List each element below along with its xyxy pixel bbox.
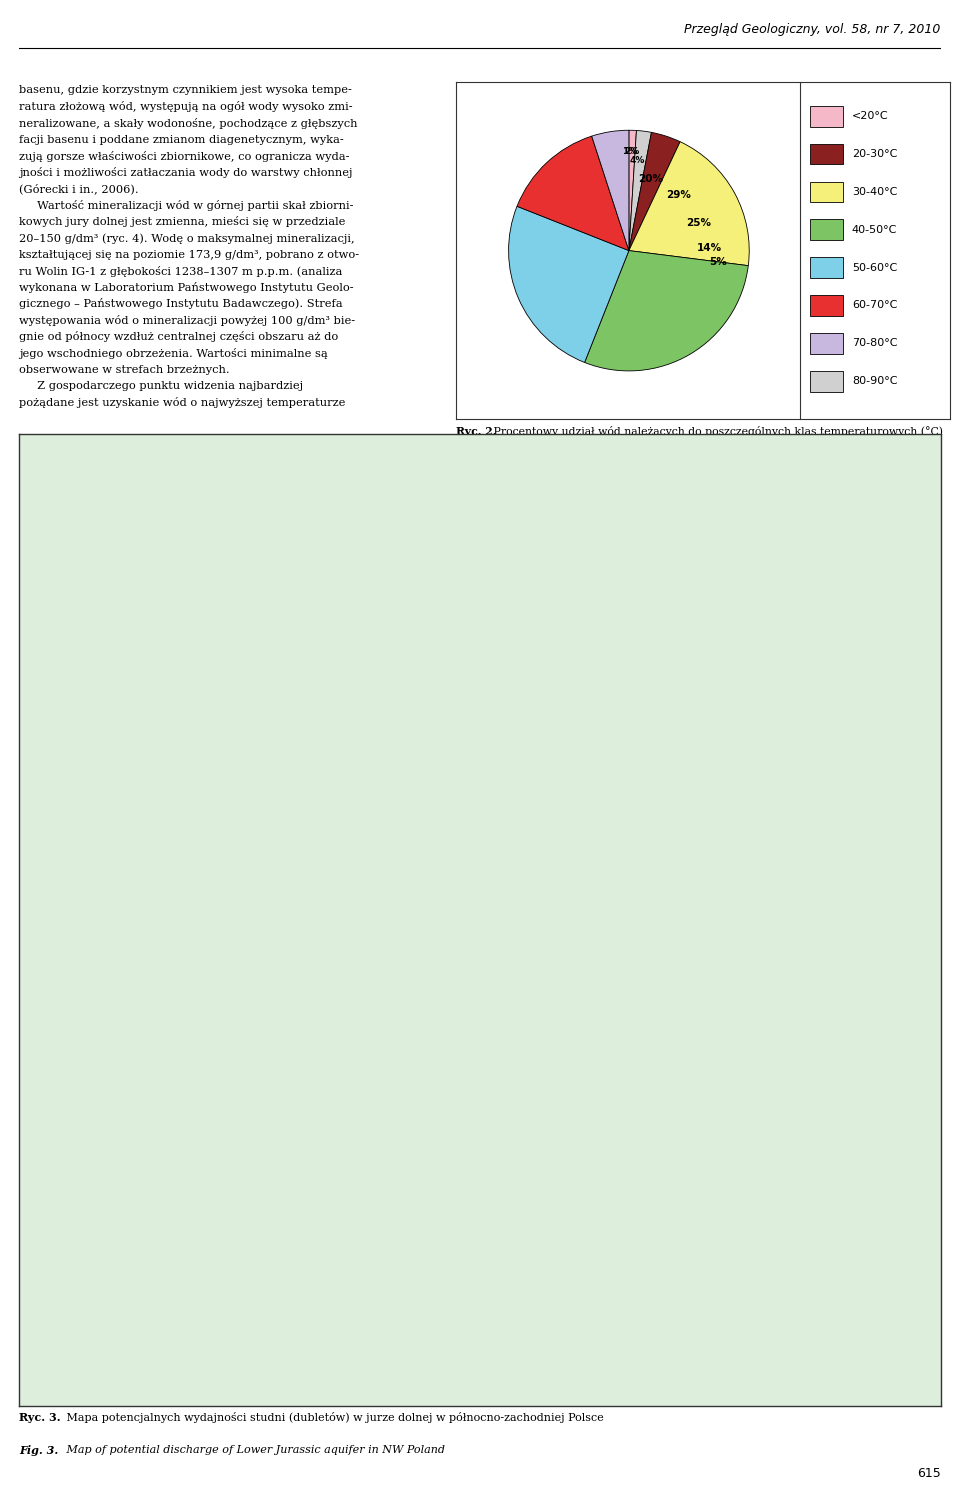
- Text: 615: 615: [917, 1468, 941, 1480]
- Text: <20°C: <20°C: [852, 111, 889, 121]
- Bar: [810, 181, 843, 202]
- Wedge shape: [629, 130, 652, 250]
- Text: 2%: 2%: [625, 148, 640, 157]
- Text: gicznego – Państwowego Instytutu Badawczego). Strefa: gicznego – Państwowego Instytutu Badawcz…: [19, 298, 343, 310]
- Text: (Górecki i in., 2006).: (Górecki i in., 2006).: [19, 184, 139, 194]
- Wedge shape: [629, 132, 680, 250]
- Text: 25%: 25%: [685, 218, 710, 229]
- Text: 4%: 4%: [629, 156, 644, 165]
- Text: neralizowane, a skały wodonośne, pochodzące z głębszych: neralizowane, a skały wodonośne, pochodz…: [19, 118, 358, 129]
- Text: 14%: 14%: [697, 242, 722, 253]
- Text: Z gospodarczego punktu widzenia najbardziej: Z gospodarczego punktu widzenia najbardz…: [19, 381, 303, 390]
- Text: Mapa potencjalnych wydajności studni (dubletów) w jurze dolnej w północno-zachod: Mapa potencjalnych wydajności studni (du…: [63, 1412, 604, 1423]
- Text: zują gorsze właściwości zbiornikowe, co ogranicza wyda-: zują gorsze właściwości zbiornikowe, co …: [19, 151, 349, 162]
- Text: 80-90°C: 80-90°C: [852, 375, 898, 386]
- Text: 20–150 g/dm³ (ryc. 4). Wodę o maksymalnej mineralizacji,: 20–150 g/dm³ (ryc. 4). Wodę o maksymalne…: [19, 233, 355, 244]
- Bar: [810, 334, 843, 353]
- Wedge shape: [591, 130, 629, 250]
- Wedge shape: [585, 250, 748, 371]
- Text: Przegląd Geologiczny, vol. 58, nr 7, 2010: Przegląd Geologiczny, vol. 58, nr 7, 201…: [684, 22, 941, 36]
- Text: gnie od północy wzdłuż centralnej części obszaru aż do: gnie od północy wzdłuż centralnej części…: [19, 331, 339, 343]
- Text: 29%: 29%: [666, 190, 691, 199]
- Text: wykonana w Laboratorium Państwowego Instytutu Geolo-: wykonana w Laboratorium Państwowego Inst…: [19, 283, 354, 293]
- Text: Ryc. 2.: Ryc. 2.: [456, 426, 496, 437]
- Text: 50-60°C: 50-60°C: [852, 263, 898, 272]
- Text: 20-30°C: 20-30°C: [852, 150, 898, 159]
- Text: pożądane jest uzyskanie wód o najwyższej temperaturze: pożądane jest uzyskanie wód o najwyższej…: [19, 396, 346, 408]
- Wedge shape: [509, 206, 629, 362]
- Bar: [810, 144, 843, 165]
- Bar: [810, 371, 843, 392]
- Bar: [810, 257, 843, 278]
- Text: Ryc. 3.: Ryc. 3.: [19, 1412, 60, 1423]
- Bar: [810, 295, 843, 316]
- Wedge shape: [629, 142, 749, 266]
- Text: Wartość mineralizacji wód w górnej partii skał zbiorni-: Wartość mineralizacji wód w górnej parti…: [19, 200, 353, 211]
- Text: 20%: 20%: [638, 174, 663, 184]
- Text: Procentowy udział wód należących do poszczególnych klas temperaturowych (°C) zak: Procentowy udział wód należących do posz…: [490, 426, 943, 449]
- Text: Fig. 3.: Fig. 3.: [19, 1445, 59, 1456]
- Bar: [810, 220, 843, 241]
- Text: 1%: 1%: [622, 148, 637, 157]
- Bar: [810, 106, 843, 127]
- Text: facji basenu i poddane zmianom diagenetycznym, wyka-: facji basenu i poddane zmianom diagenety…: [19, 135, 344, 145]
- Text: basenu, gdzie korzystnym czynnikiem jest wysoka tempe-: basenu, gdzie korzystnym czynnikiem jest…: [19, 85, 352, 96]
- Text: 40-50°C: 40-50°C: [852, 224, 898, 235]
- Text: 60-70°C: 60-70°C: [852, 301, 898, 311]
- Wedge shape: [629, 130, 636, 250]
- Text: 70-80°C: 70-80°C: [852, 338, 898, 349]
- Text: kowych jury dolnej jest zmienna, mieści się w przedziale: kowych jury dolnej jest zmienna, mieści …: [19, 217, 346, 227]
- Text: jności i możliwości zatłaczania wody do warstwy chłonnej: jności i możliwości zatłaczania wody do …: [19, 168, 352, 178]
- Text: 5%: 5%: [709, 257, 728, 268]
- Text: ratura złożową wód, występują na ogół wody wysoko zmi-: ratura złożową wód, występują na ogół wo…: [19, 102, 353, 112]
- Wedge shape: [517, 136, 629, 250]
- Text: ru Wolin IG-1 z głębokości 1238–1307 m p.p.m. (analiza: ru Wolin IG-1 z głębokości 1238–1307 m p…: [19, 266, 343, 277]
- Text: 30-40°C: 30-40°C: [852, 187, 898, 197]
- Text: Map of potential discharge of Lower Jurassic aquifer in NW Poland: Map of potential discharge of Lower Jura…: [63, 1445, 445, 1454]
- Text: Percentage of water belonging to different classes of temperature (°C), accumula: Percentage of water belonging to differe…: [490, 464, 896, 486]
- Text: występowania wód o mineralizacji powyżej 100 g/dm³ bie-: występowania wód o mineralizacji powyżej…: [19, 314, 355, 326]
- Text: kształtującej się na poziomie 173,9 g/dm³, pobrano z otwo-: kształtującej się na poziomie 173,9 g/dm…: [19, 250, 359, 260]
- Text: obserwowane w strefach brzeżnych.: obserwowane w strefach brzeżnych.: [19, 365, 229, 374]
- Text: Fig. 2.: Fig. 2.: [456, 464, 494, 474]
- Text: jego wschodniego obrzeżenia. Wartości minimalne są: jego wschodniego obrzeżenia. Wartości mi…: [19, 347, 328, 359]
